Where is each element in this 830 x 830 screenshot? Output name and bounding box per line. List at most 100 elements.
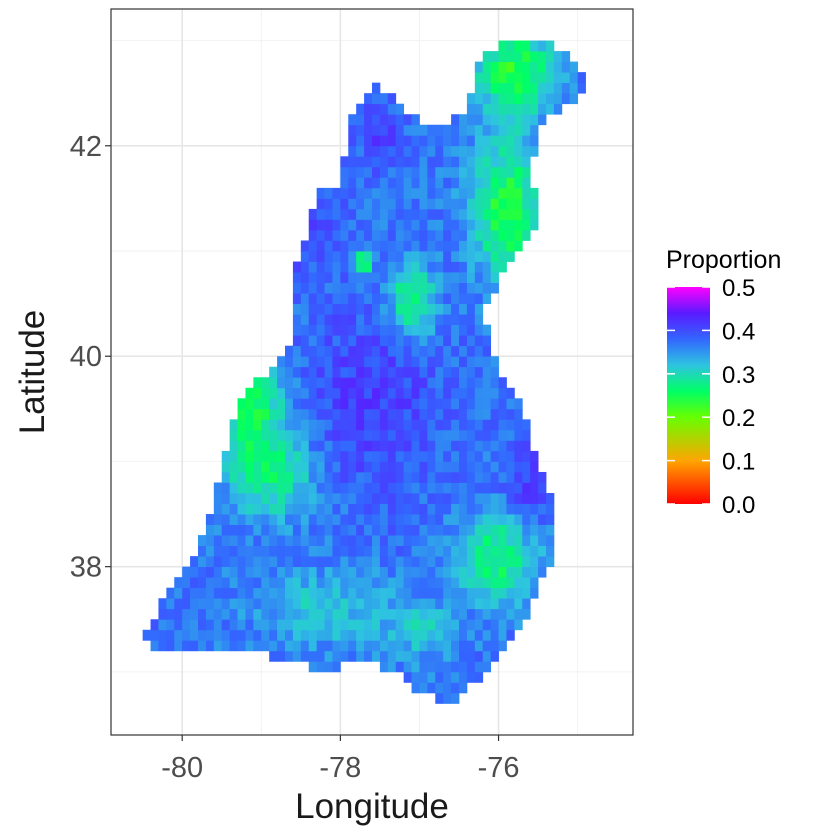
heatmap-cell [435,692,444,704]
heatmap-cell [229,503,238,515]
heatmap-cell [451,440,460,452]
heatmap-cell [435,335,444,347]
heatmap-cell [451,587,460,599]
heatmap-cell [459,219,468,231]
heatmap-cell [435,682,444,694]
heatmap-cell [466,145,476,157]
heatmap-cell [348,324,357,336]
heatmap-cell [451,619,460,631]
heatmap-cell [427,482,436,494]
heatmap-cell [435,377,444,389]
heatmap-cell [387,272,397,283]
heatmap-cell [316,608,325,620]
heatmap-cell [269,545,278,557]
heatmap-cell [356,314,365,326]
heatmap-cell [269,461,278,473]
heatmap-cell [514,187,523,199]
heatmap-cell [498,166,507,178]
heatmap-cell [324,398,333,410]
heatmap-cell [387,314,397,326]
heatmap-cell [308,598,318,610]
heatmap-cell [269,556,278,568]
heatmap-cell [229,482,238,494]
heatmap-cell [213,514,223,525]
heatmap-cell [506,545,515,557]
heatmap-cell [340,587,349,599]
heatmap-cell [427,556,436,568]
heatmap-cell [411,272,420,283]
heatmap-cell [459,398,468,410]
heatmap-cell [292,556,302,568]
heatmap-cell [419,429,428,441]
heatmap-cell [379,166,389,178]
heatmap-cell [561,51,571,63]
heatmap-cell [372,387,381,399]
heatmap-cell [324,587,333,599]
heatmap-cell [379,293,389,305]
heatmap-cell [395,135,405,147]
heatmap-cell [443,408,452,420]
heatmap-cell [506,482,515,494]
heatmap-cell [427,545,436,557]
panel-border [110,8,634,736]
heatmap-cell [490,503,499,515]
heatmap-cell [308,450,318,462]
heatmap-cell [419,272,428,283]
heatmap-cell [403,493,412,504]
heatmap-cell [427,293,436,305]
heatmap-cell [490,387,499,399]
heatmap-cell [324,493,333,504]
heatmap-cell [229,545,238,557]
heatmap-cell [459,493,468,504]
heatmap-cell [459,229,468,241]
heatmap-cell [379,124,389,136]
x-axis-title: Longitude [295,787,449,826]
heatmap-cell [419,535,428,547]
heatmap-cell [316,198,325,210]
heatmap-cell [546,82,555,94]
heatmap-cell [261,629,270,641]
heatmap-cell [459,156,468,168]
heatmap-cell [364,461,373,473]
heatmap-cell [340,314,349,326]
heatmap-cell [364,356,373,368]
heatmap-cell [451,408,460,420]
heatmap-cell [340,408,349,420]
heatmap-cell [229,514,238,525]
heatmap-cell [546,103,555,115]
heatmap-cell [538,503,547,515]
heatmap-cell [300,503,310,515]
heatmap-cell [364,419,373,431]
heatmap-cell [364,219,373,231]
heatmap-cell [403,240,412,252]
heatmap-cell [190,608,199,620]
heatmap-cell [253,524,262,536]
heatmap-cell [324,577,333,589]
heatmap-cell [182,629,191,641]
heatmap-cell [459,587,468,599]
heatmap-cell [253,598,262,610]
heatmap-cell [474,166,484,178]
heatmap-cell [379,503,389,515]
heatmap-cell [372,429,381,441]
heatmap-cell [482,72,492,84]
heatmap-cell [395,282,405,294]
heatmap-cell [427,503,436,515]
heatmap-cell [379,177,389,189]
heatmap-cell [459,251,468,262]
heatmap-cell [403,671,412,683]
heatmap-cell [292,356,302,368]
heatmap-cell [451,272,460,283]
heatmap-cell [261,587,270,599]
heatmap-cell [261,482,270,494]
heatmap-cell [459,650,468,662]
heatmap-cell [443,387,452,399]
heatmap-cell [490,198,499,210]
heatmap-cell [451,177,460,189]
heatmap-cell [403,261,412,273]
heatmap-cell [348,587,357,599]
heatmap-cell [285,482,294,494]
heatmap-cell [340,608,349,620]
heatmap-cell [292,345,302,357]
heatmap-cell [459,629,468,641]
